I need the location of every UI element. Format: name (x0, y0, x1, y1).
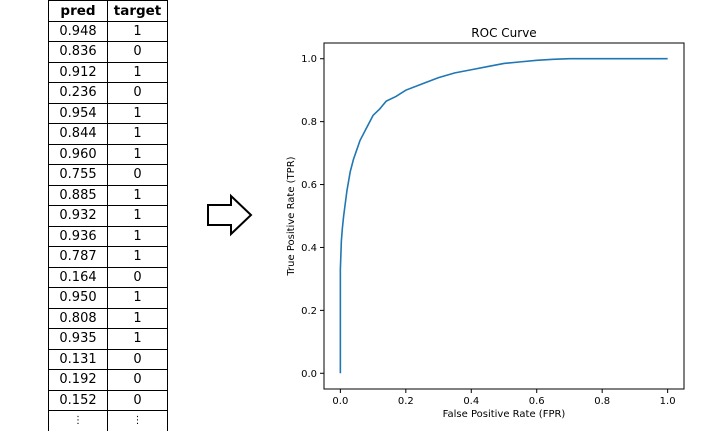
pred-cell: 0.844 (48, 123, 108, 145)
table-row: 0.152 0 (48, 389, 168, 411)
x-axis-label: False Positive Rate (FPR) (443, 409, 566, 420)
table-row: 0.131 0 (48, 348, 168, 370)
x-tick-label: 0.2 (398, 396, 414, 407)
table-ellipsis-row: ⋮ ⋮ (48, 410, 168, 431)
x-tick-label: 0.4 (463, 396, 479, 407)
table-row: 0.844 1 (48, 123, 168, 145)
pred-cell: 0.954 (48, 102, 108, 124)
roc-curve-line (339, 57, 668, 374)
x-tick-label: 0.6 (529, 396, 545, 407)
pred-cell: 0.936 (48, 225, 108, 247)
pred-cell: 0.236 (48, 82, 108, 104)
y-tick-label: 0.2 (301, 306, 317, 317)
y-tick-label: 0.8 (301, 117, 317, 128)
table-row: 0.164 0 (48, 266, 168, 288)
plot-frame (323, 42, 685, 390)
table-row: 0.950 1 (48, 287, 168, 309)
x-tick-label: 0.8 (594, 396, 610, 407)
right-arrow-icon (207, 193, 253, 237)
x-tick-label: 0.0 (332, 396, 348, 407)
pred-cell: 0.885 (48, 184, 108, 206)
table-row: 0.932 1 (48, 205, 168, 227)
table-row: 0.885 1 (48, 184, 168, 206)
pred-cell: 0.755 (48, 164, 108, 186)
y-tick-label: 0.4 (301, 243, 317, 254)
ellipsis-cell: ⋮ (107, 410, 168, 431)
y-axis-label: True Positive Rate (TPR) (286, 156, 297, 276)
table-row: 0.192 0 (48, 369, 168, 391)
table-row: 0.755 0 (48, 164, 168, 186)
pred-cell: 0.808 (48, 307, 108, 329)
chart-title: ROC Curve (471, 26, 536, 40)
prediction-table: pred target 0.948 1 0.836 0 0.912 1 0.236 0 0.95… (48, 0, 168, 431)
table-row: 0.960 1 (48, 143, 168, 165)
pred-cell: 0.935 (48, 328, 108, 350)
y-tick-label: 0.6 (301, 180, 317, 191)
target-cell: 0 (107, 348, 168, 370)
pred-cell: 0.950 (48, 287, 108, 309)
table-row: 0.935 1 (48, 328, 168, 350)
y-tick-label: 1.0 (301, 54, 317, 65)
y-tick-label: 0.0 (301, 369, 317, 380)
x-tick-label: 1.0 (660, 396, 676, 407)
pred-cell: 0.960 (48, 143, 108, 165)
